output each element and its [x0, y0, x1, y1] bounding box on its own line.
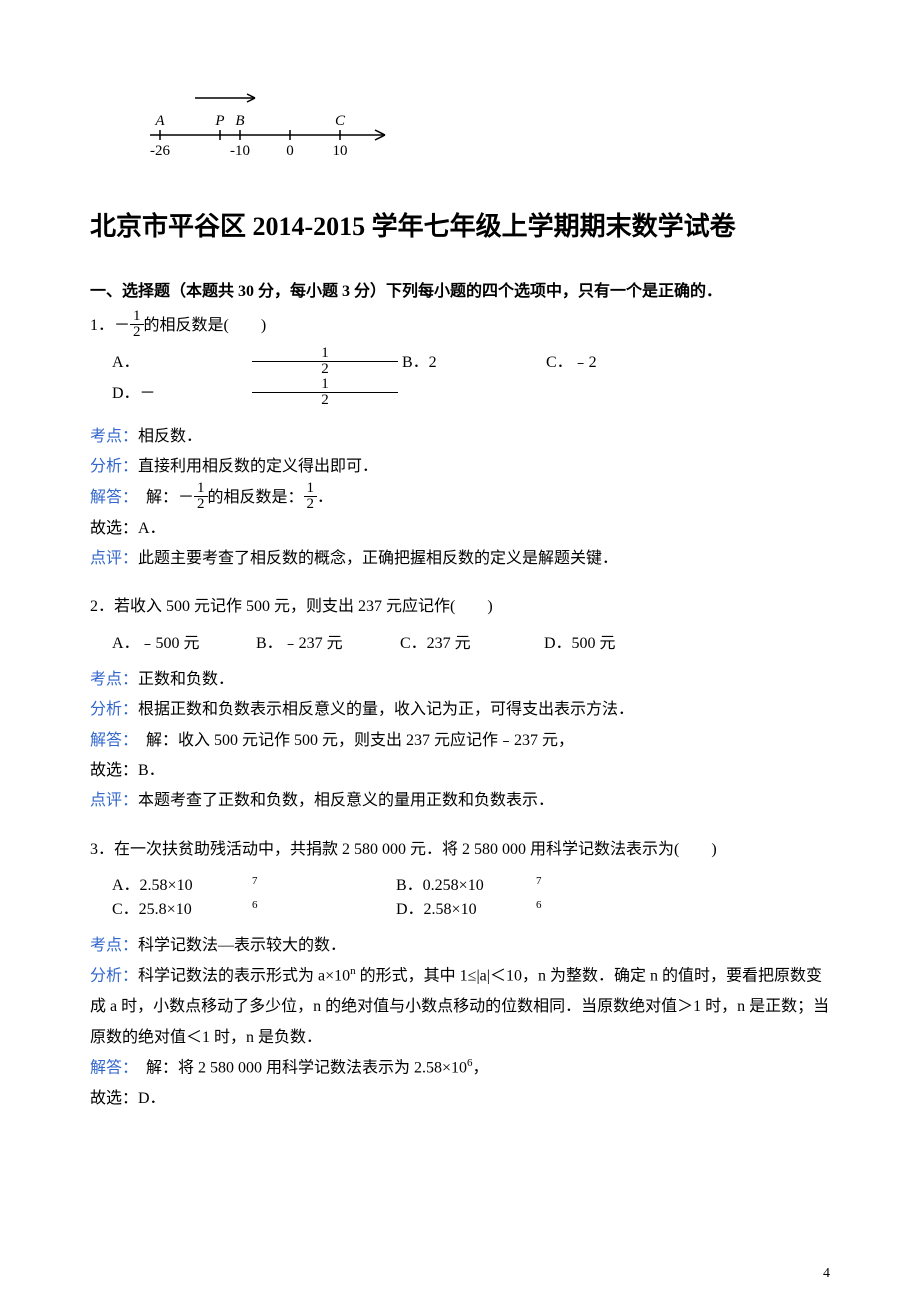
q3-optA: A．2.58×107: [112, 871, 392, 895]
svg-text:A: A: [154, 113, 165, 129]
q3-kaodian: 考点：科学记数法—表示较大的数．: [90, 931, 830, 961]
q1-frac: 12: [130, 309, 144, 340]
q1-kaodian: 考点：相反数．: [90, 422, 830, 452]
q2-jieda: 解答： 解：收入 500 元记作 500 元，则支出 237 元应记作﹣237 …: [90, 726, 830, 756]
q3-optB: B．0.258×107: [396, 871, 676, 895]
q1-stem-suffix: 的相反数是( ): [144, 317, 267, 334]
q1-optA: A．12: [112, 348, 398, 379]
numberline-figure: A -26 PB -10 0 C 10: [140, 80, 830, 165]
q2-kaodian: 考点：正数和负数．: [90, 665, 830, 695]
svg-text:C: C: [335, 113, 346, 129]
q2-guxuan: 故选：B．: [90, 756, 830, 786]
q3-stem: 3．在一次扶贫助残活动中，共捐款 2 580 000 元．将 2 580 000…: [90, 835, 830, 865]
question-1: 1．－12的相反数是( ) A．12 B．2 C．﹣2 D．－12 考点：相反数…: [90, 311, 830, 575]
q3-options: A．2.58×107 B．0.258×107 C．25.8×106 D．2.58…: [112, 871, 830, 919]
svg-text:B: B: [235, 113, 244, 129]
q2-fenxi: 分析：根据正数和负数表示相反意义的量，收入记为正，可得支出表示方法．: [90, 695, 830, 725]
q1-guxuan: 故选：A．: [90, 514, 830, 544]
q1-optB: B．2: [402, 348, 542, 372]
q2-optD: D．500 元: [544, 629, 684, 653]
q2-optC: C．237 元: [400, 629, 540, 653]
svg-text:P: P: [214, 113, 224, 129]
svg-text:10: 10: [333, 143, 348, 159]
q1-options: A．12 B．2 C．﹣2 D．－12: [112, 348, 830, 410]
svg-text:0: 0: [286, 143, 294, 159]
q2-stem: 2．若收入 500 元记作 500 元，则支出 237 元应记作( ): [90, 592, 830, 622]
q1-stem-prefix: 1．－: [90, 317, 130, 334]
svg-text:-10: -10: [230, 143, 250, 159]
q2-options: A．﹣500 元 B．﹣237 元 C．237 元 D．500 元: [112, 629, 830, 653]
q1-optC: C．﹣2: [546, 348, 686, 372]
page-number: 4: [823, 1266, 830, 1282]
q3-optD: D．2.58×106: [396, 895, 676, 919]
q2-dianping: 点评：本题考查了正数和负数，相反意义的量用正数和负数表示．: [90, 786, 830, 816]
q3-guxuan: 故选：D．: [90, 1084, 830, 1114]
section1-heading: 一、选择题（本题共 30 分，每小题 3 分）下列每小题的四个选项中，只有一个是…: [90, 279, 830, 305]
q1-optD: D．－12: [112, 379, 398, 410]
q3-optC: C．25.8×106: [112, 895, 392, 919]
q1-jieda: 解答： 解：－12的相反数是：12．: [90, 483, 830, 514]
page-title: 北京市平谷区 2014-2015 学年七年级上学期期末数学试卷: [90, 205, 830, 249]
q2-optA: A．﹣500 元: [112, 629, 252, 653]
q1-dianping: 点评：此题主要考查了相反数的概念，正确把握相反数的定义是解题关键．: [90, 544, 830, 574]
question-3: 3．在一次扶贫助残活动中，共捐款 2 580 000 元．将 2 580 000…: [90, 835, 830, 1114]
q3-fenxi: 分析：科学记数法的表示形式为 a×10n 的形式，其中 1≤|a|＜10，n 为…: [90, 961, 830, 1053]
q1-stem: 1．－12的相反数是( ): [90, 311, 830, 342]
question-2: 2．若收入 500 元记作 500 元，则支出 237 元应记作( ) A．﹣5…: [90, 592, 830, 816]
q2-optB: B．﹣237 元: [256, 629, 396, 653]
svg-text:-26: -26: [150, 143, 170, 159]
q1-fenxi: 分析：直接利用相反数的定义得出即可．: [90, 452, 830, 482]
q3-jieda: 解答： 解：将 2 580 000 用科学记数法表示为 2.58×106，: [90, 1053, 830, 1084]
